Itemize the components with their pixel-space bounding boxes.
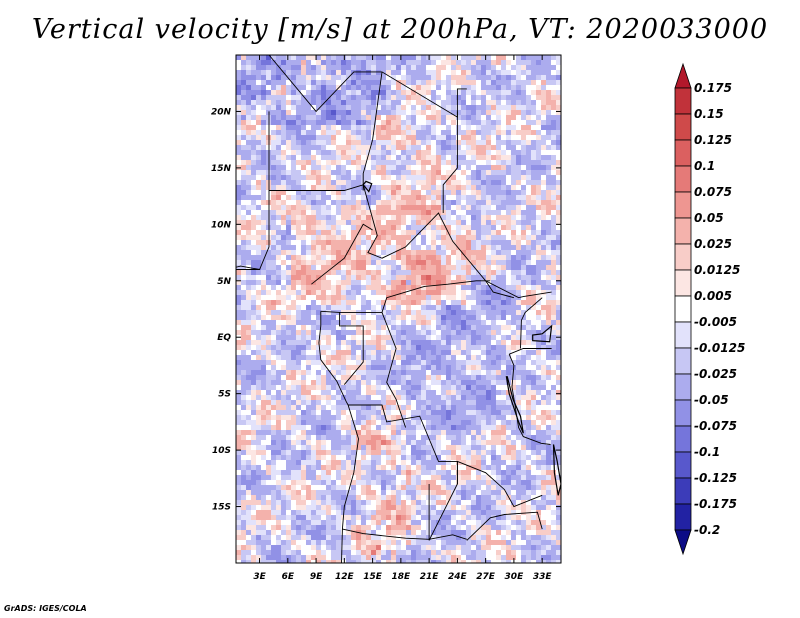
- border-line-20: [236, 265, 260, 270]
- colorbar-label: 0.05: [694, 211, 724, 225]
- colorbar-swatch: [674, 373, 692, 401]
- x-tick-label: 27E: [476, 572, 496, 582]
- colorbar-label: -0.2: [694, 523, 720, 537]
- border-line-7: [320, 280, 491, 313]
- border-line-8: [318, 311, 349, 406]
- colorbar-swatch: [674, 62, 692, 89]
- colorbar-label: 0.075: [694, 185, 732, 199]
- y-tick-label: 15S: [212, 503, 231, 513]
- colorbar-swatch: [674, 321, 692, 349]
- colorbar-swatch: [674, 451, 692, 479]
- border-line-3: [362, 184, 552, 299]
- colorbar-swatch: [674, 529, 692, 556]
- colorbar-label: -0.005: [694, 315, 737, 329]
- y-axis: 20N 15N 10N 5N EQ 5S 10S 15S: [211, 107, 561, 513]
- x-tick-label: 21E: [420, 572, 440, 582]
- colorbar-swatch: [674, 399, 692, 427]
- y-tick-label: EQ: [217, 333, 231, 343]
- colorbar-swatch: [674, 243, 692, 271]
- colorbar-label: 0.0125: [694, 263, 740, 277]
- colorbar-swatch: [674, 217, 692, 245]
- x-tick-label: 18E: [392, 572, 412, 582]
- lake-outline-3: [362, 180, 373, 193]
- border-line-14: [428, 460, 543, 541]
- colorbar-swatch: [674, 191, 692, 219]
- border-line-13: [342, 528, 467, 540]
- border-line-10: [381, 312, 407, 428]
- map-frame: [235, 54, 562, 564]
- y-tick-label: 10S: [212, 446, 231, 456]
- border-line-12: [341, 404, 359, 563]
- colorbar-swatch: [674, 269, 692, 297]
- colorbar-swatch: [674, 139, 692, 167]
- lake-outline-1: [505, 376, 524, 434]
- lake-outline-0: [532, 324, 553, 343]
- colorbar-label: 0.005: [694, 289, 732, 303]
- colorbar-label: -0.0125: [694, 341, 745, 355]
- chart-title: Vertical velocity [m/s] at 200hPa, VT: 2…: [31, 14, 769, 45]
- border-line-15: [466, 511, 543, 541]
- colorbar-swatch: [674, 425, 692, 453]
- colorbar-swatch: [674, 113, 692, 141]
- colorbar: 0.175 0.15 0.125 0.1 0.075 0.05 0.025 0.0125 0.0…: [674, 62, 745, 556]
- colorbar-label: -0.05: [694, 393, 729, 407]
- colorbar-label: 0.15: [694, 107, 724, 121]
- x-axis: 3E 6E 9E 12E 15E 18E 21E 24E 27E 30E 33E: [253, 55, 552, 582]
- colorbar-label: 0.1: [694, 159, 715, 173]
- colorbar-swatch: [674, 295, 692, 323]
- x-tick-label: 12E: [335, 572, 355, 582]
- vertical-velocity-field: [236, 55, 561, 563]
- border-line-17: [509, 348, 552, 355]
- colorbar-swatch: [674, 477, 692, 505]
- x-tick-label: 33E: [533, 572, 553, 582]
- x-tick-label: 30E: [505, 572, 525, 582]
- x-tick-label: 15E: [363, 572, 383, 582]
- y-tick-label: 5N: [217, 277, 231, 287]
- x-tick-label: 9E: [310, 572, 323, 582]
- border-line-4: [362, 71, 383, 191]
- y-tick-label: 10N: [211, 220, 232, 230]
- colorbar-swatch: [674, 347, 692, 375]
- border-line-9: [339, 312, 364, 385]
- colorbar-label: -0.175: [694, 497, 737, 511]
- colorbar-label: -0.025: [694, 367, 737, 381]
- y-tick-label: 20N: [211, 107, 232, 117]
- grads-credit: GrADS: IGES/COLA: [4, 604, 87, 613]
- x-tick-label: 6E: [282, 572, 295, 582]
- colorbar-label: -0.1: [694, 445, 720, 459]
- border-line-5: [442, 111, 458, 213]
- border-line-19: [485, 280, 515, 299]
- border-line-2: [269, 184, 364, 191]
- border-line-6: [311, 223, 373, 285]
- y-tick-label: 15N: [211, 164, 232, 174]
- colorbar-label: 0.025: [694, 237, 732, 251]
- y-tick-label: 5S: [218, 390, 231, 400]
- country-borders: [236, 55, 561, 563]
- colorbar-label: -0.075: [694, 419, 737, 433]
- colorbar-label: 0.175: [694, 81, 732, 95]
- colorbar-swatch: [674, 165, 692, 193]
- x-tick-label: 3E: [253, 572, 266, 582]
- border-line-18: [520, 297, 543, 349]
- border-line-1: [236, 111, 270, 270]
- x-tick-label: 24E: [448, 572, 468, 582]
- lake-outline-2: [552, 444, 561, 496]
- border-line-16: [508, 354, 551, 445]
- colorbar-label: -0.125: [694, 471, 737, 485]
- colorbar-swatch: [674, 87, 692, 115]
- colorbar-swatch: [674, 503, 692, 531]
- colorbar-label: 0.125: [694, 133, 732, 147]
